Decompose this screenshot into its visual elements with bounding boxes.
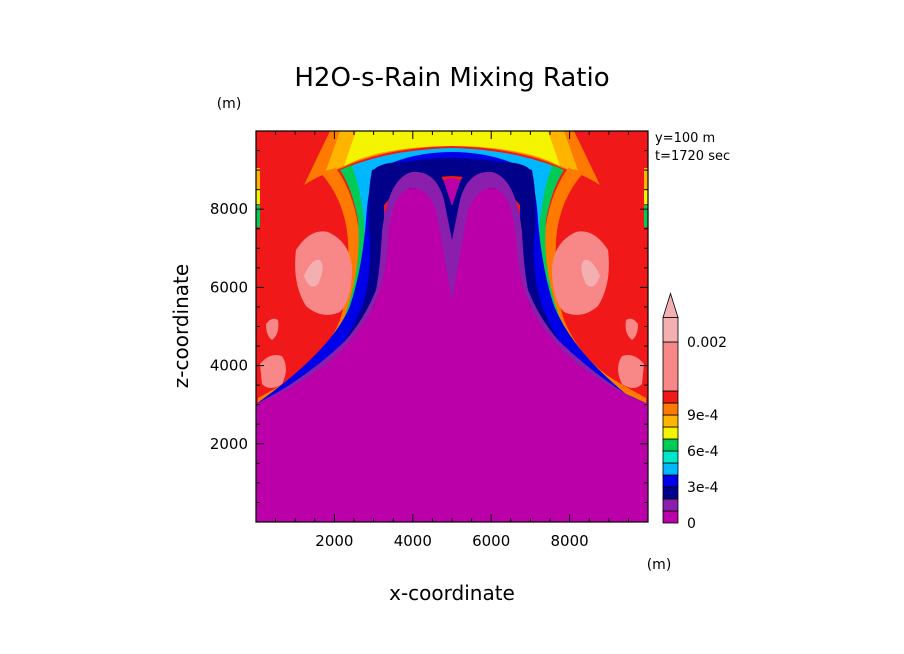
axes-group: 2000 4000 6000 8000 2000 4000 6000 8000 [210, 131, 648, 550]
field-pink-lower-right [618, 355, 644, 388]
colorbar-bin [662, 486, 679, 500]
field-edge-left-amber [256, 168, 260, 190]
colorbar-extend-arrow [662, 292, 679, 318]
field-purple-core [256, 171, 648, 408]
field-pink-left [295, 231, 352, 315]
colorbar-bin [662, 438, 679, 452]
colorbar-bin [662, 462, 679, 476]
field-pink-lower-left [260, 355, 286, 388]
y-axis-label: z-coordinate [169, 264, 193, 388]
x-tick-label: 4000 [394, 532, 432, 550]
colorbar-label: 0.002 [687, 335, 727, 351]
field-pink-right [552, 231, 609, 315]
field-edge-right-green [644, 205, 648, 227]
field-zero-column [256, 188, 648, 522]
colorbar-bin [662, 402, 679, 416]
colorbar-bin [662, 474, 679, 488]
chart-title: H2O-s-Rain Mixing Ratio [294, 63, 609, 93]
colorbar-bin [662, 317, 679, 343]
colorbar-bin [662, 414, 679, 428]
y-tick-label: 2000 [210, 435, 248, 453]
colorbar-bin [662, 450, 679, 464]
colorbar-label: 3e-4 [687, 480, 719, 496]
info-t-label: t=1720 sec [655, 149, 730, 164]
info-y-label: y=100 m [655, 131, 715, 146]
colorbar-bin [662, 498, 679, 512]
field-pink-mid-right [625, 318, 638, 340]
field-lightpink-right [581, 259, 600, 287]
field-yellow-band [344, 131, 560, 166]
x-tick-label: 2000 [315, 532, 353, 550]
x-unit-label: (m) [647, 557, 672, 573]
colorbar-label: 6e-4 [687, 444, 719, 460]
x-axis-label: x-coordinate [389, 581, 515, 605]
field-edge-left-yellow [256, 190, 260, 204]
x-tick-label: 8000 [551, 532, 589, 550]
field-edge-right-amber [644, 168, 648, 190]
y-tick-label: 8000 [210, 200, 248, 218]
colorbar-label: 9e-4 [687, 408, 719, 424]
colorbar-bin [662, 510, 679, 524]
y-tick-label: 4000 [210, 357, 248, 375]
field-edge-right-yellow [644, 190, 648, 204]
colorbar-bin [662, 341, 679, 392]
colorbar: 0 3e-4 6e-4 9e-4 0.002 [662, 292, 727, 532]
field-lightpink-left [304, 259, 323, 287]
x-tick-label: 6000 [472, 532, 510, 550]
colorbar-label: 0 [687, 516, 696, 532]
contour-field [256, 131, 648, 522]
y-tick-label: 6000 [210, 278, 248, 296]
field-pink-mid-left [266, 318, 279, 340]
colorbar-bin [662, 426, 679, 440]
colorbar-bin [662, 390, 679, 404]
field-edge-left-green [256, 205, 260, 227]
y-unit-label: (m) [217, 96, 242, 112]
